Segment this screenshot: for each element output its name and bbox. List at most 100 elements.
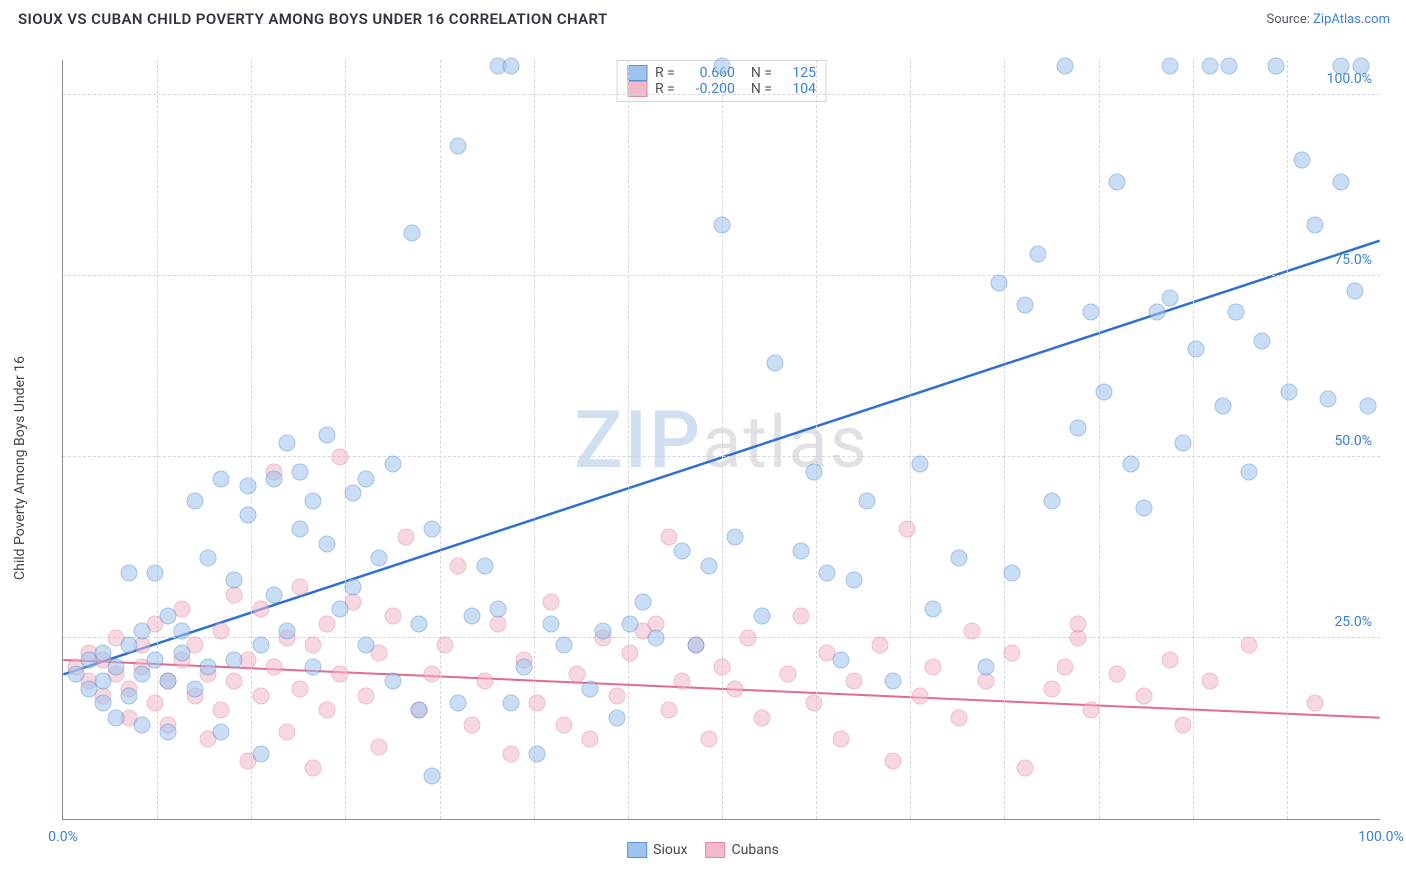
scatter-point (634, 593, 651, 610)
scatter-point (1083, 304, 1100, 321)
scatter-point (213, 724, 230, 741)
scatter-point (358, 637, 375, 654)
scatter-point (1003, 564, 1020, 581)
legend-n-label: N = (751, 65, 772, 81)
scatter-point (147, 564, 164, 581)
scatter-point (661, 702, 678, 719)
legend-series-name: Sioux (653, 842, 687, 858)
legend-n-value: 125 (780, 65, 816, 81)
scatter-point (134, 622, 151, 639)
scatter-point (68, 666, 85, 683)
scatter-point (648, 630, 665, 647)
scatter-point (977, 659, 994, 676)
scatter-point (107, 709, 124, 726)
legend-item: Cubans (706, 842, 779, 858)
scatter-point (252, 687, 269, 704)
source-link[interactable]: ZipAtlas.com (1313, 12, 1390, 27)
legend-item: Sioux (627, 842, 687, 858)
scatter-point (924, 601, 941, 618)
scatter-point (279, 434, 296, 451)
scatter-point (555, 716, 572, 733)
scatter-point (964, 622, 981, 639)
scatter-point (516, 659, 533, 676)
y-tick-label: 50.0% (1334, 433, 1372, 449)
scatter-point (1293, 152, 1310, 169)
scatter-point (292, 463, 309, 480)
scatter-point (1201, 58, 1218, 75)
scatter-point (424, 767, 441, 784)
scatter-point (424, 521, 441, 538)
scatter-point (371, 550, 388, 567)
y-axis-label: Child Poverty Among Boys Under 16 (12, 356, 28, 580)
scatter-point (1346, 282, 1363, 299)
scatter-point (173, 622, 190, 639)
scatter-point (766, 355, 783, 372)
x-tick-label: 0.0% (48, 829, 78, 845)
scatter-point (437, 637, 454, 654)
scatter-point (700, 731, 717, 748)
scatter-point (226, 572, 243, 589)
scatter-point (279, 724, 296, 741)
scatter-point (674, 673, 691, 690)
scatter-point (292, 579, 309, 596)
scatter-point (476, 557, 493, 574)
scatter-point (1221, 58, 1238, 75)
scatter-point (1214, 398, 1231, 415)
scatter-point (226, 651, 243, 668)
scatter-point (1017, 297, 1034, 314)
scatter-point (318, 427, 335, 444)
chart-title: SIOUX VS CUBAN CHILD POVERTY AMONG BOYS … (18, 10, 608, 28)
scatter-point (318, 702, 335, 719)
scatter-point (463, 608, 480, 625)
scatter-point (213, 470, 230, 487)
scatter-point (977, 673, 994, 690)
scatter-point (661, 528, 678, 545)
scatter-point (489, 601, 506, 618)
gridline-vertical (1099, 60, 1100, 819)
scatter-point (331, 449, 348, 466)
scatter-point (806, 463, 823, 480)
scatter-point (1162, 289, 1179, 306)
scatter-point (450, 557, 467, 574)
scatter-point (1307, 217, 1324, 234)
scatter-point (160, 673, 177, 690)
scatter-point (1069, 615, 1086, 632)
scatter-point (529, 745, 546, 762)
scatter-point (503, 745, 520, 762)
scatter-point (344, 579, 361, 596)
scatter-point (265, 586, 282, 603)
scatter-point (1175, 434, 1192, 451)
legend-swatch (627, 842, 647, 858)
scatter-point (542, 593, 559, 610)
scatter-point (832, 651, 849, 668)
scatter-point (1043, 680, 1060, 697)
scatter-point (1069, 420, 1086, 437)
scatter-point (779, 666, 796, 683)
scatter-point (727, 528, 744, 545)
scatter-point (318, 535, 335, 552)
scatter-point (714, 659, 731, 676)
scatter-point (1201, 673, 1218, 690)
scatter-point (265, 470, 282, 487)
scatter-point (173, 644, 190, 661)
scatter-point (424, 666, 441, 683)
scatter-point (292, 521, 309, 538)
source-prefix: Source: (1266, 12, 1313, 27)
scatter-point (621, 615, 638, 632)
scatter-point (384, 608, 401, 625)
scatter-point (503, 695, 520, 712)
scatter-point (226, 673, 243, 690)
scatter-point (199, 550, 216, 567)
scatter-point (120, 564, 137, 581)
scatter-point (199, 659, 216, 676)
scatter-point (147, 651, 164, 668)
gridline-vertical (722, 60, 723, 819)
scatter-point (186, 680, 203, 697)
scatter-point (318, 615, 335, 632)
scatter-point (1267, 58, 1284, 75)
scatter-point (213, 622, 230, 639)
scatter-point (252, 745, 269, 762)
scatter-point (1333, 174, 1350, 191)
legend-r-label: R = (655, 65, 675, 81)
gridline-vertical (1287, 60, 1288, 819)
